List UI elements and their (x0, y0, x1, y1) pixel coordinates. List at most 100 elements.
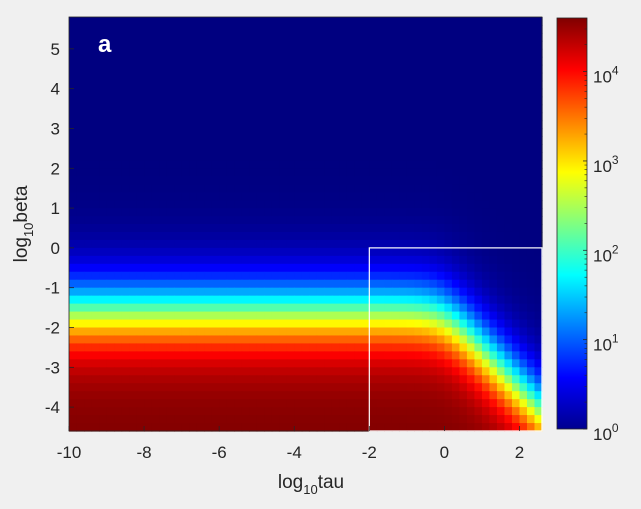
heatmap-cell (459, 64, 468, 74)
heatmap-cell (369, 271, 378, 281)
heatmap-cell (129, 295, 138, 305)
heatmap-cell (504, 80, 513, 90)
colorbar-tick-label: 100 (593, 421, 619, 444)
heatmap-cell (159, 216, 168, 225)
heatmap-cell (361, 40, 370, 50)
heatmap-cell (196, 335, 205, 345)
heatmap-cell (316, 335, 325, 345)
heatmap-cell (489, 391, 498, 400)
heatmap-cell (241, 104, 250, 114)
heatmap-cell (369, 415, 378, 424)
heatmap-cell (399, 136, 408, 145)
heatmap-cell (436, 216, 445, 225)
heatmap-cell (159, 375, 168, 384)
heatmap-cell (121, 224, 130, 233)
heatmap-cell (391, 144, 400, 153)
heatmap-cell (376, 255, 385, 265)
heatmap-cell (84, 48, 93, 58)
heatmap-cell (144, 184, 153, 193)
heatmap-cell (451, 128, 461, 138)
heatmap-cell (166, 343, 175, 352)
heatmap-cell (376, 40, 385, 50)
heatmap-cell (481, 184, 491, 193)
heatmap-cell (451, 255, 461, 265)
heatmap-cell (519, 375, 528, 384)
heatmap-cell (256, 383, 265, 392)
heatmap-cell (91, 136, 100, 145)
heatmap-cell (361, 359, 370, 368)
heatmap-cell (106, 407, 115, 416)
heatmap-cell (271, 136, 280, 145)
heatmap-cell (286, 383, 295, 392)
heatmap-cell (106, 295, 115, 305)
heatmap-cell (316, 255, 325, 265)
heatmap-cell (84, 415, 93, 424)
heatmap-cell (376, 120, 385, 130)
heatmap-cell (99, 224, 108, 233)
heatmap-cell (136, 112, 145, 122)
heatmap-cell (429, 96, 438, 106)
heatmap-cell (444, 160, 453, 169)
heatmap-cell (136, 184, 145, 193)
heatmap-cell (451, 224, 461, 233)
heatmap-cell (226, 327, 235, 337)
heatmap-cell (481, 104, 491, 114)
heatmap-cell (511, 415, 521, 424)
heatmap-cell (136, 423, 145, 432)
heatmap-cell (324, 255, 333, 265)
heatmap-cell (106, 176, 115, 185)
heatmap-cell (376, 343, 385, 352)
heatmap-cell (316, 359, 325, 368)
heatmap-cell (69, 17, 78, 26)
heatmap-cell (129, 303, 138, 313)
heatmap-cell (504, 40, 513, 50)
heatmap-cell (324, 319, 333, 329)
heatmap-cell (301, 152, 310, 161)
heatmap-cell (451, 231, 461, 241)
heatmap-cell (384, 311, 393, 321)
heatmap-cell (241, 239, 250, 249)
heatmap-cell (279, 383, 288, 392)
heatmap-cell (136, 64, 145, 74)
heatmap-cell (106, 200, 115, 209)
heatmap-cell (376, 383, 385, 392)
heatmap-cell (129, 200, 138, 209)
heatmap-cell (84, 184, 93, 193)
heatmap-cell (481, 216, 491, 225)
heatmap-cell (286, 399, 295, 408)
heatmap-cell (459, 224, 468, 233)
heatmap-cell (324, 239, 333, 249)
heatmap-cell (324, 383, 333, 392)
heatmap-cell (174, 335, 183, 345)
heatmap-cell (421, 255, 430, 265)
heatmap-cell (189, 247, 198, 257)
heatmap-cell (399, 216, 408, 225)
heatmap-cell (466, 423, 476, 432)
heatmap-cell (301, 120, 310, 130)
heatmap-cell (309, 176, 318, 185)
heatmap-cell (466, 88, 476, 98)
heatmap-cell (324, 48, 333, 58)
heatmap-cell (376, 224, 385, 233)
heatmap-cell (339, 303, 348, 313)
heatmap-cell (249, 351, 258, 360)
heatmap-cell (211, 184, 220, 193)
heatmap-cell (144, 152, 153, 161)
heatmap-cell (331, 327, 340, 337)
heatmap-cell (511, 263, 521, 273)
heatmap-cell (69, 144, 78, 153)
heatmap-cell (181, 128, 190, 138)
heatmap-cell (279, 287, 288, 297)
heatmap-cell (211, 224, 220, 233)
heatmap-cell (219, 343, 228, 352)
heatmap-cell (481, 303, 491, 313)
heatmap-cell (339, 407, 348, 416)
heatmap-cell (286, 112, 295, 122)
heatmap-cell (339, 72, 348, 82)
heatmap-cell (414, 112, 423, 122)
heatmap-cell (159, 383, 168, 392)
heatmap-cell (151, 120, 160, 130)
heatmap-cell (309, 319, 318, 329)
heatmap-cell (376, 64, 385, 74)
